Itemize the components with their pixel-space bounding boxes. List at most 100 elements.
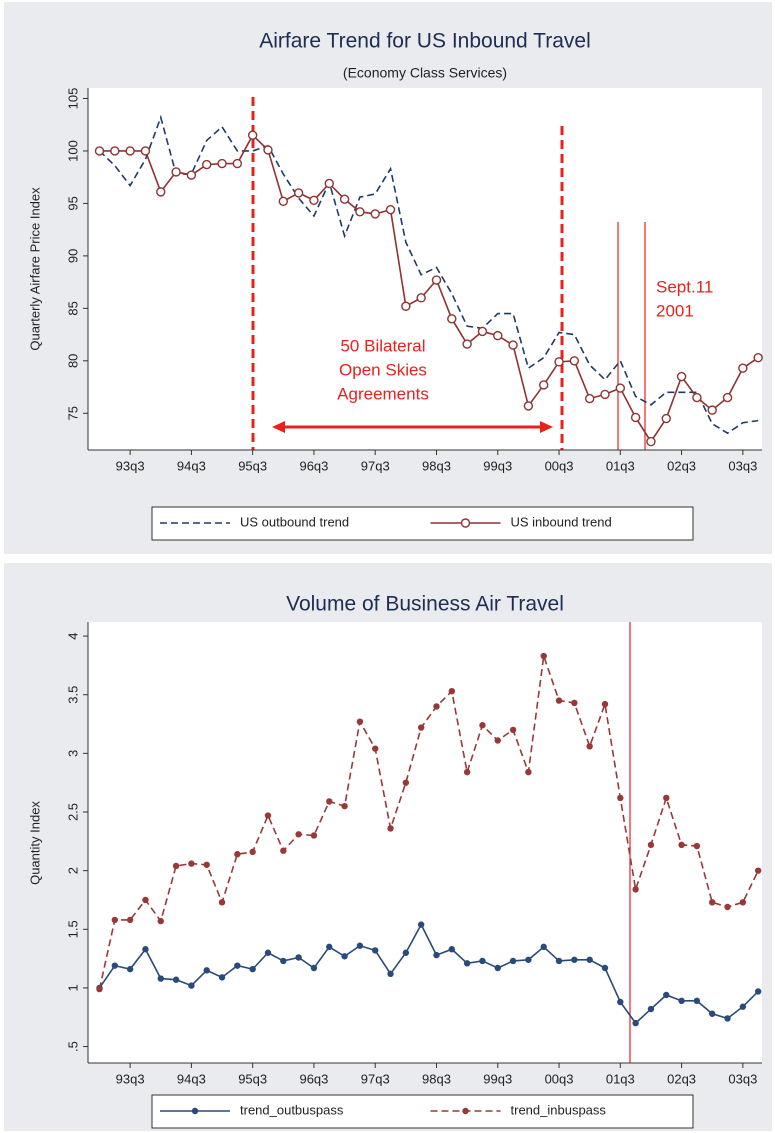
marker	[372, 745, 379, 752]
marker	[709, 1010, 716, 1017]
marker	[370, 209, 380, 219]
y-tick-label: .5	[65, 1041, 80, 1052]
marker	[171, 167, 181, 177]
marker	[341, 953, 348, 960]
legend-label: trend_outbuspass	[240, 1102, 344, 1117]
marker	[309, 195, 319, 205]
legend-marker	[191, 1107, 199, 1115]
marker	[110, 146, 120, 156]
marker	[156, 187, 166, 197]
marker	[630, 412, 641, 423]
marker	[355, 207, 365, 217]
marker	[448, 946, 456, 953]
x-tick-label: 03q3	[728, 1071, 757, 1086]
marker	[447, 314, 457, 324]
marker	[339, 194, 350, 204]
marker	[601, 964, 609, 972]
x-tick-label: 00q3	[545, 458, 574, 473]
marker	[479, 957, 486, 965]
marker	[753, 352, 763, 363]
marker	[126, 965, 134, 973]
marker	[539, 380, 549, 390]
legend	[151, 506, 694, 541]
x-tick-label: 03q3	[728, 458, 757, 473]
marker	[494, 737, 501, 744]
y-axis-label: Quarterly Airfare Price Index	[27, 187, 42, 351]
marker	[709, 899, 716, 906]
y-tick-label: 100	[65, 140, 80, 162]
marker	[218, 899, 226, 906]
annotation: 2001	[656, 301, 694, 320]
marker	[157, 917, 164, 925]
marker	[203, 967, 210, 974]
x-tick-label: 02q3	[667, 1071, 696, 1086]
marker	[232, 158, 243, 169]
marker	[203, 861, 210, 868]
marker	[555, 957, 563, 965]
x-tick-label: 98q3	[422, 1071, 451, 1086]
marker	[326, 943, 333, 951]
marker	[661, 413, 671, 424]
y-axis-label: Quantity Index	[27, 801, 42, 885]
marker	[569, 356, 580, 366]
marker	[356, 718, 364, 725]
marker	[310, 964, 318, 972]
marker	[172, 862, 180, 870]
y-tick-label: 85	[65, 301, 80, 315]
y-tick-label: 105	[65, 88, 80, 110]
x-tick-label: 94q3	[177, 1071, 206, 1086]
y-tick-label: 90	[65, 249, 80, 263]
marker	[142, 946, 149, 953]
y-tick-label: 4	[65, 632, 80, 639]
marker	[94, 146, 105, 156]
marker	[140, 146, 151, 156]
marker	[416, 293, 426, 303]
marker	[417, 921, 425, 928]
marker	[402, 949, 410, 956]
marker	[278, 196, 289, 207]
marker	[218, 974, 226, 981]
chart-title: Airfare Trend for US Inbound Travel	[259, 30, 591, 53]
x-tick-label: 99q3	[483, 458, 512, 473]
marker	[494, 964, 501, 972]
marker	[571, 699, 578, 707]
marker	[234, 962, 241, 969]
legend-label: US outbound trend	[240, 514, 349, 529]
marker	[615, 383, 626, 393]
marker	[264, 949, 272, 956]
marker	[509, 957, 517, 965]
marker	[264, 812, 272, 819]
annotation: Agreements	[337, 384, 429, 403]
marker	[249, 965, 256, 973]
marker	[584, 393, 595, 404]
marker	[571, 956, 578, 963]
marker	[601, 700, 609, 708]
marker	[433, 951, 440, 959]
marker	[479, 722, 486, 729]
x-tick-label: 96q3	[299, 458, 328, 473]
plot-area	[88, 622, 762, 1063]
marker	[463, 960, 471, 967]
marker	[493, 330, 503, 341]
marker	[448, 687, 456, 695]
series-line	[98, 655, 759, 990]
legend-label: trend_inbuspass	[511, 1102, 607, 1117]
y-tick-label: 3.5	[65, 686, 80, 704]
marker	[508, 340, 518, 350]
marker	[540, 652, 547, 660]
marker	[401, 301, 411, 311]
marker	[738, 363, 748, 373]
marker	[157, 975, 164, 982]
marker	[554, 357, 564, 367]
marker	[326, 798, 333, 805]
marker	[234, 851, 241, 858]
y-tick-label: 75	[65, 406, 80, 420]
y-tick-label: 1.5	[65, 920, 80, 938]
y-tick-label: 95	[65, 196, 80, 210]
marker	[555, 697, 563, 704]
marker	[280, 957, 287, 965]
annotation: Open Skies	[339, 360, 427, 379]
marker	[722, 392, 733, 403]
marker	[754, 988, 762, 995]
marker	[678, 841, 685, 849]
